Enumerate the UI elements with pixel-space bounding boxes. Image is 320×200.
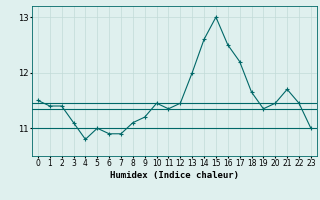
X-axis label: Humidex (Indice chaleur): Humidex (Indice chaleur) xyxy=(110,171,239,180)
